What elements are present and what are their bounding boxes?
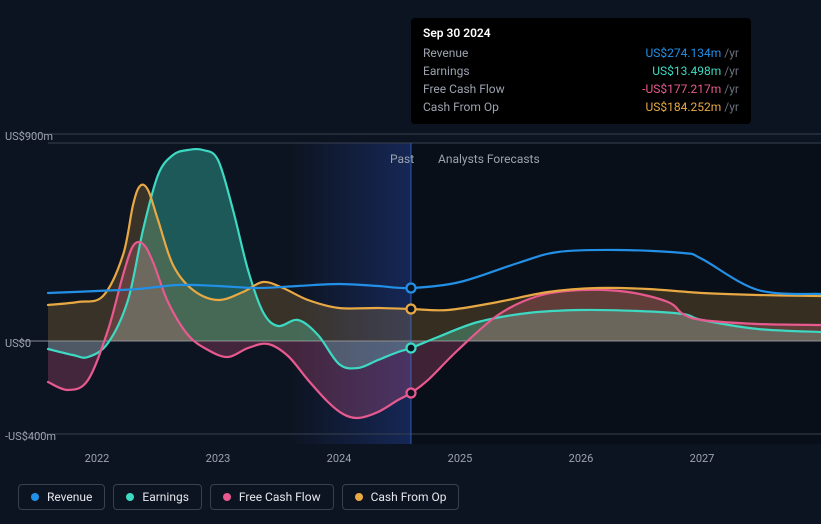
tooltip-label: Revenue: [423, 44, 468, 62]
x-axis-label: 2023: [206, 452, 231, 465]
y-axis-label: -US$400m: [5, 430, 56, 443]
tooltip-value: US$13.498m: [652, 64, 721, 78]
legend-item[interactable]: Earnings: [113, 484, 202, 510]
chart-tooltip: Sep 30 2024 RevenueUS$274.134m/yrEarning…: [411, 18, 751, 124]
legend-item[interactable]: Cash From Op: [342, 484, 460, 510]
region-label-forecast: Analysts Forecasts: [438, 152, 540, 166]
legend-label: Cash From Op: [371, 490, 447, 504]
tooltip-suffix: /yr: [724, 82, 739, 96]
x-axis-label: 2022: [85, 452, 110, 465]
x-axis-label: 2025: [448, 452, 473, 465]
legend-dot-icon: [126, 493, 134, 501]
chart-legend: Revenue Earnings Free Cash Flow Cash From O…: [18, 484, 459, 510]
y-axis-label: US$900m: [5, 130, 53, 143]
tooltip-date: Sep 30 2024: [423, 26, 739, 40]
tooltip-value: US$184.252m: [645, 100, 721, 114]
legend-label: Earnings: [142, 490, 189, 504]
tooltip-label: Earnings: [423, 62, 470, 80]
legend-dot-icon: [223, 493, 231, 501]
x-axis-label: 2027: [690, 452, 715, 465]
legend-label: Free Cash Flow: [239, 490, 321, 504]
tooltip-value-wrap: -US$177.217m/yr: [642, 80, 739, 98]
tooltip-value-wrap: US$13.498m/yr: [652, 62, 739, 80]
legend-dot-icon: [31, 493, 39, 501]
tooltip-suffix: /yr: [724, 100, 739, 114]
tooltip-value-wrap: US$184.252m/yr: [645, 98, 739, 116]
tooltip-value: US$274.134m: [645, 46, 721, 60]
tooltip-suffix: /yr: [724, 46, 739, 60]
x-axis-label: 2024: [327, 452, 352, 465]
tooltip-row: Revenue US$274.134m/yr: [423, 44, 739, 62]
tooltip-row: Earnings US$13.498m/yr: [423, 62, 739, 80]
tooltip-value: -US$177.217m: [642, 82, 721, 96]
x-axis-label: 2026: [569, 452, 594, 465]
tooltip-row: Free Cash Flow -US$177.217m/yr: [423, 80, 739, 98]
tooltip-label: Free Cash Flow: [423, 80, 505, 98]
legend-label: Revenue: [47, 490, 92, 504]
tooltip-suffix: /yr: [724, 64, 739, 78]
legend-dot-icon: [355, 493, 363, 501]
legend-item[interactable]: Revenue: [18, 484, 105, 510]
region-label-past: Past: [390, 152, 414, 166]
tooltip-label: Cash From Op: [423, 98, 499, 116]
y-axis-label: US$0: [5, 337, 31, 350]
tooltip-value-wrap: US$274.134m/yr: [645, 44, 739, 62]
tooltip-row: Cash From Op US$184.252m/yr: [423, 98, 739, 116]
legend-item[interactable]: Free Cash Flow: [210, 484, 334, 510]
